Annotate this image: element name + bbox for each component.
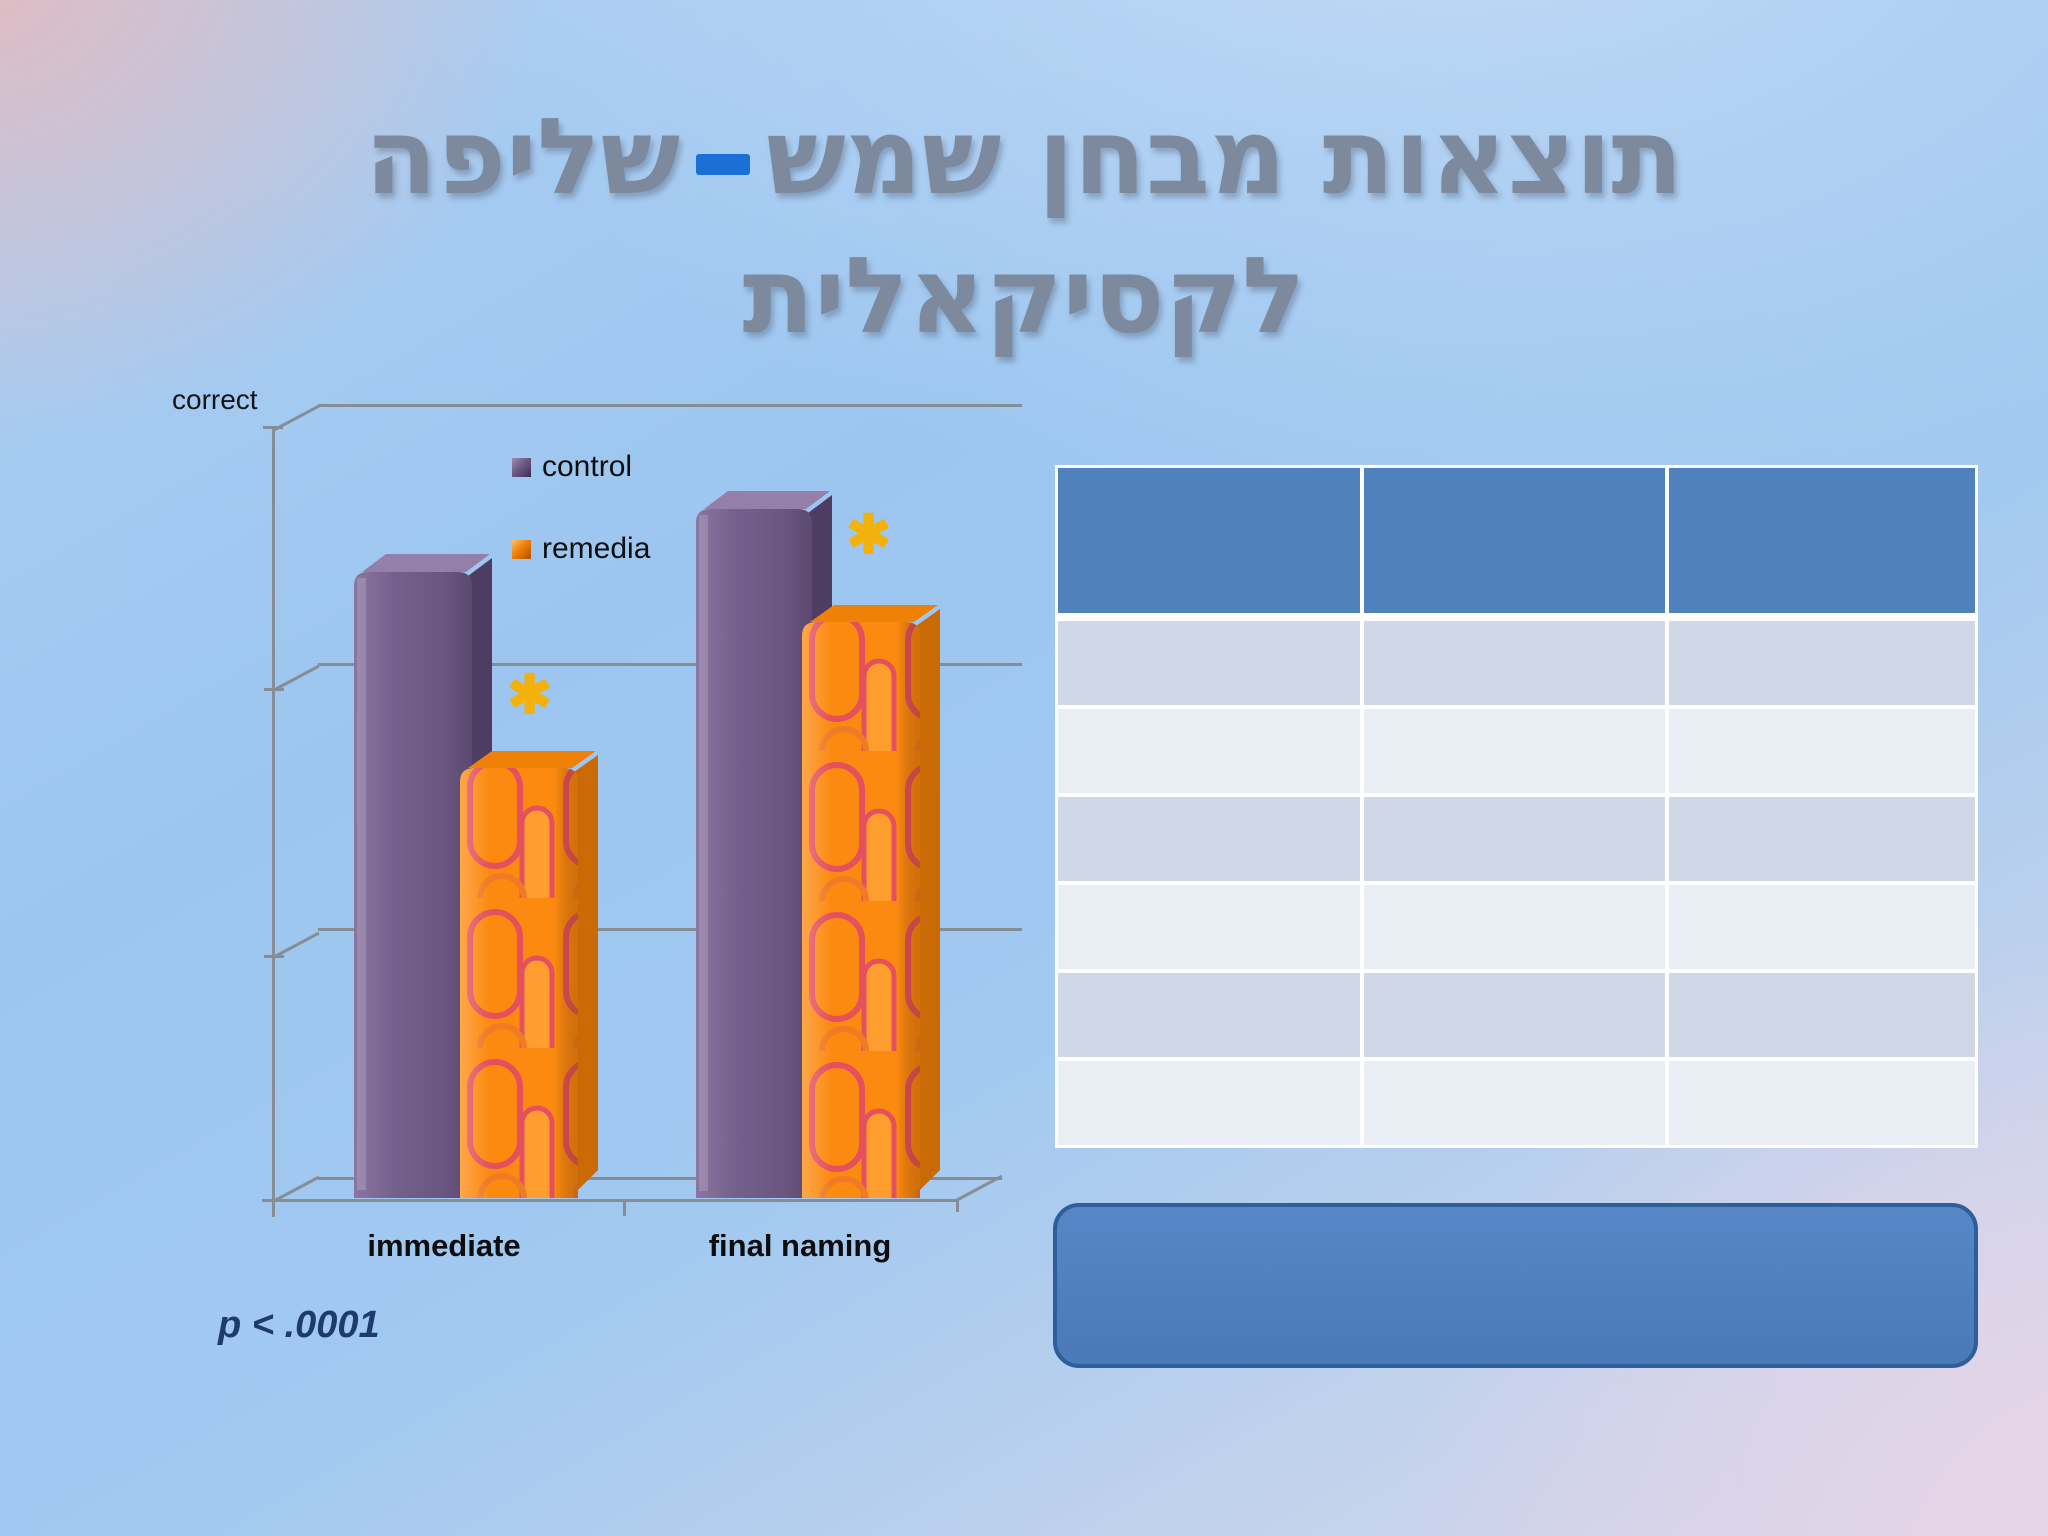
- results-table-head: [1058, 468, 1975, 621]
- table-cell: [1363, 621, 1670, 709]
- remedia-swatch-icon: [512, 539, 531, 559]
- table-header-cell: [1363, 468, 1670, 621]
- legend-label-control: control: [542, 450, 633, 483]
- table-header-cell: [1058, 468, 1364, 621]
- table-row: [1058, 973, 1975, 1061]
- category-label-final-naming: final naming: [708, 1228, 892, 1263]
- table-row: [1058, 797, 1975, 885]
- table-header-row: [1058, 468, 1975, 621]
- table-cell: [1058, 797, 1364, 885]
- title-text-right: תוצאות מבחן שמש: [766, 96, 1684, 218]
- legend-item-remedia: remedia: [512, 532, 650, 566]
- table-cell: [1058, 973, 1364, 1061]
- table-cell: [1669, 1061, 1975, 1145]
- slide-title-line1: תוצאות מבחן שמש–שליפה: [0, 88, 2048, 227]
- x-axis-right-tick: [956, 1199, 959, 1212]
- table-cell: [1669, 885, 1975, 973]
- gridline-lower: [318, 928, 1022, 931]
- back-wall-top-line: [318, 404, 1022, 407]
- title-dash: –: [696, 153, 751, 175]
- significance-asterisk-final: ✱: [846, 505, 892, 565]
- x-axis-mid-tick: [623, 1199, 626, 1216]
- legend-item-control: control: [512, 450, 632, 484]
- table-cell: [1058, 709, 1364, 797]
- title-text-left: שליפה: [364, 96, 681, 218]
- table-cell: [1363, 885, 1670, 973]
- bar-remedia-final: [802, 605, 940, 1198]
- gridline-upper: [318, 663, 1022, 666]
- table-cell: [1669, 973, 1975, 1061]
- table-cell: [1363, 973, 1670, 1061]
- table-row: [1058, 1061, 1975, 1145]
- table-cell: [1363, 1061, 1670, 1145]
- depth-line-grid-upper: [272, 664, 320, 692]
- table-cell: [1669, 621, 1975, 709]
- results-table-body: [1058, 621, 1975, 1145]
- table-cell: [1058, 1061, 1364, 1145]
- significance-asterisk-immediate: ✱: [507, 665, 553, 725]
- floor-back-line: [318, 1177, 1002, 1180]
- legend-label-remedia: remedia: [542, 532, 651, 565]
- p-value-text: p < .0001: [218, 1304, 380, 1346]
- table-header-cell: [1669, 468, 1975, 621]
- table-row: [1058, 709, 1975, 797]
- bar-remedia-immediate: [460, 751, 598, 1198]
- table-row: [1058, 885, 1975, 973]
- table-cell: [1363, 797, 1670, 885]
- y-axis-label: correct: [172, 384, 258, 415]
- floor-front-line: [273, 1199, 959, 1202]
- table-row: [1058, 621, 1975, 709]
- y-axis-line: [272, 427, 275, 1217]
- depth-line-grid-lower: [272, 931, 320, 959]
- category-label-immediate: immediate: [367, 1228, 521, 1263]
- slide-title-line2: לקסיקאלית: [742, 234, 1306, 357]
- table-cell: [1058, 621, 1364, 709]
- table-cell: [1669, 709, 1975, 797]
- results-table: [1055, 465, 1978, 1148]
- callout-box: [1053, 1203, 1978, 1368]
- slide-title: תוצאות מבחן שמש–שליפה לקסיקאלית: [0, 88, 2048, 365]
- table-cell: [1669, 797, 1975, 885]
- depth-line-top: [272, 404, 320, 432]
- control-swatch-icon: [512, 457, 531, 477]
- table-cell: [1058, 885, 1364, 973]
- table-cell: [1363, 709, 1670, 797]
